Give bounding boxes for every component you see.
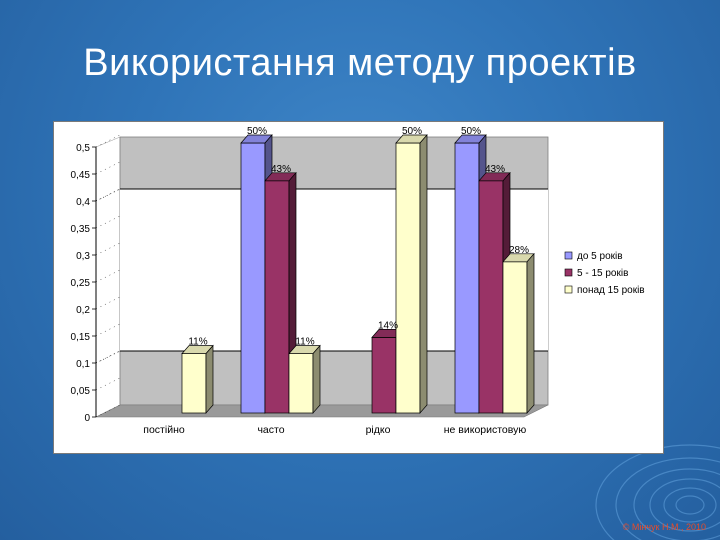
legend-swatch: [564, 285, 573, 294]
data-label: 11%: [188, 337, 207, 348]
gridline-side-1: [95, 188, 121, 202]
legend-swatch: [564, 251, 573, 260]
bar-side-1-2: [312, 344, 321, 414]
y-tick-label: 0,5: [76, 143, 90, 154]
y-tick-label: 0,25: [71, 278, 91, 289]
gridline-side-0: [95, 350, 121, 364]
category-label: постійно: [143, 424, 185, 436]
data-label: 14%: [378, 320, 398, 331]
y-tick-label: 0,1: [76, 359, 90, 370]
bar-3-1: [478, 180, 504, 414]
y-tick-label: 0,35: [71, 224, 91, 235]
bar-2-1: [371, 337, 397, 414]
bar-2-2: [395, 142, 421, 414]
category-label: рідко: [366, 424, 391, 436]
legend-label: понад 15 років: [577, 285, 645, 296]
data-label: 43%: [485, 164, 505, 175]
data-label: 28%: [509, 245, 529, 256]
y-tick-label: 0,2: [76, 305, 90, 316]
category-label: часто: [257, 424, 284, 436]
data-label: 50%: [461, 126, 481, 137]
data-label: 50%: [402, 126, 422, 137]
bar-side-0-2: [205, 344, 214, 414]
bar-1-0: [240, 142, 266, 414]
legend-swatch: [564, 268, 573, 277]
y-tick-label: 0,15: [71, 332, 91, 343]
bar-side-2-2: [419, 134, 428, 414]
chart-panel: 0 0,05 0,1 0,15 0,2 0,25 0,3 0,35 0,4 0,45 0,5 пос…: [53, 121, 664, 454]
bar-chart: 0 0,05 0,1 0,15 0,2 0,25 0,3 0,35 0,4 0,45 0,5 пос…: [71, 126, 645, 436]
legend-label: до 5 років: [577, 251, 623, 262]
data-label: 11%: [295, 337, 314, 348]
bar-1-1: [264, 180, 290, 414]
legend-label: 5 - 15 років: [577, 268, 628, 279]
y-tick-label: 0,3: [76, 251, 90, 262]
y-tick-label: 0,4: [76, 197, 90, 208]
bar-side-3-2: [526, 252, 535, 414]
y-tick-label: 0,05: [71, 386, 91, 397]
bar-3-2: [502, 261, 528, 414]
footer-credit: © Мінчук Н.М., 2010: [622, 522, 706, 532]
category-label: не використовую: [444, 424, 527, 436]
y-tick-label: 0,45: [71, 170, 91, 181]
y-tick-label: 0: [84, 413, 90, 424]
data-label: 43%: [271, 164, 291, 175]
bar-3-0: [454, 142, 480, 414]
side-wall: [95, 136, 121, 418]
data-label: 50%: [247, 126, 267, 137]
bar-0-2: [181, 353, 207, 414]
slide-title: Використання методу проектів: [83, 42, 637, 84]
bar-1-2: [288, 353, 314, 414]
